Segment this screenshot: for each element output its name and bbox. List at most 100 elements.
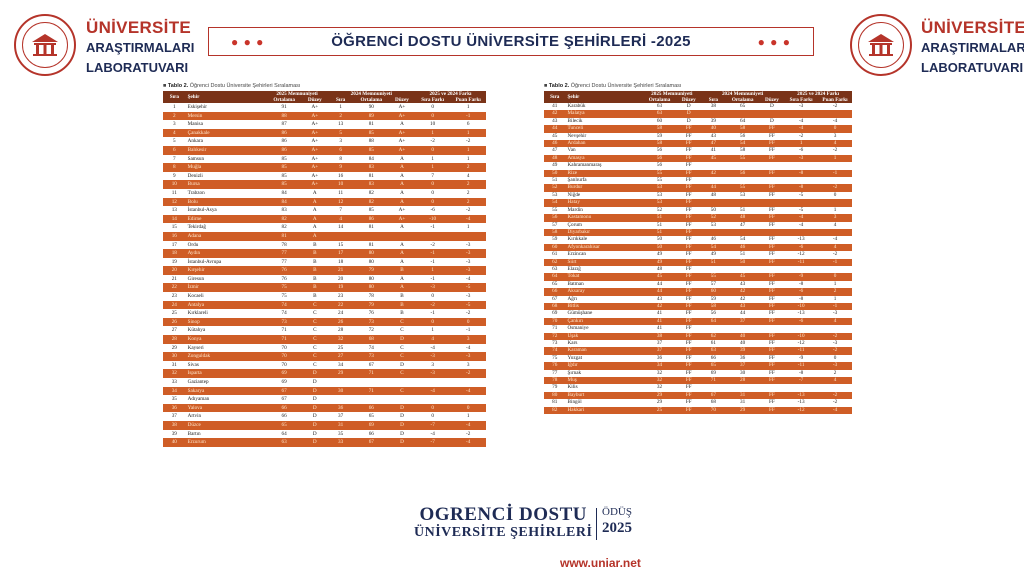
cell-city: Gümüşhane [565,310,643,318]
cell-rank-diff: -8 [784,369,819,378]
cell-level-2025: FF [676,221,702,229]
cell-avg-2025: 81 [266,231,302,241]
cell-avg-2025: 70 [266,343,302,353]
cell-rank-diff [414,395,451,404]
cell-rank-diff: 10 [414,120,451,129]
cell-level-2025: FF [676,206,702,215]
cell-avg-2025: 53 [642,199,677,207]
cell-avg-2024: 84 [353,154,390,164]
cell-rank-diff: 7 [414,171,451,181]
cell-avg-2024: 31 [725,391,760,400]
cell-avg-2025: 63 [642,103,677,111]
table-row: 59 Kırıkkale 50 FF 46 54 FF -13 -4 [544,236,852,244]
table-row: 56 Kastamonu 51 FF 52 48 FF -4 3 [544,214,852,222]
cell-avg-2024: 81 [353,240,390,250]
cell-level-2024: A+ [389,111,415,121]
cell-avg-2024: 54 [725,236,760,244]
cell-level-2024 [389,378,415,387]
cell-avg-2024: 80 [353,257,390,267]
building-icon [858,22,904,68]
cell-city: Ağrı [565,295,643,303]
cell-rank-2024 [701,265,726,274]
cell-avg-2024: 85 [353,128,390,138]
cell-city: Eskişehir [185,103,267,112]
cell-avg-2024: 54 [725,140,760,148]
cell-avg-2024 [725,325,760,333]
cell-avg-2025: 75 [266,283,302,293]
table-row: 63 Elazığ 48 FF [544,265,852,274]
cell-city: Konya [185,335,267,344]
cell-avg-2024: 73 [353,317,390,327]
cell-avg-2025: 70 [266,360,302,370]
cell-rank-diff: 1 [414,163,451,172]
cell-rank-2024: 13 [327,120,354,129]
cell-rank-diff [414,231,451,241]
website-link[interactable]: www.uniar.net [560,556,641,570]
cell-rank-2024: 19 [327,283,354,293]
cell-level-2024 [759,110,785,118]
cell-rank-2024: 32 [327,335,354,344]
cell-city: Mardin [565,206,643,215]
table-row: 51 Şanlıurfa 55 FF [544,177,852,185]
cell-level-2024: FF [759,362,785,370]
cell-rank-diff: -12 [784,340,819,348]
cell-avg-2024: 81 [353,171,390,181]
dots-decoration-right: ● ● ● [757,35,791,49]
cell-rank-diff: -5 [784,191,819,200]
cell-avg-2025: 55 [642,169,677,178]
col-header-avg-2025: Ortalama [266,97,302,103]
cell-rank-diff: -4 [414,429,451,439]
cell-city: Şanlıurfa [565,177,643,185]
cell-rank-2024: 56 [701,310,726,318]
cell-level-2024 [389,231,415,241]
group-header-2024: 2024 Memnuniyeti [327,91,415,97]
cell-avg-2025: 85 [266,171,302,181]
cell-city: Bartın [185,429,267,439]
cell-city: Erzurum [185,438,267,447]
cell-avg-2024: 67 [353,438,390,447]
cell-avg-2025: 66 [266,403,302,413]
col-header-rank: Sıra [163,91,186,103]
footer-divider [596,508,597,540]
table-caption: ■ Tablo 2. Öğrenci Dostu Üniversite Şehi… [163,83,301,89]
cell-rank-diff: 0 [414,292,451,301]
cell-level-2025: FF [676,377,702,385]
cell-avg-2024: 73 [353,352,390,361]
cell-city: Sinop [185,317,267,327]
cell-city: Edirne [185,214,267,224]
cell-rank-2024: 1 [327,103,354,112]
cell-rank-2024: 62 [701,332,726,340]
cell-level-2025: FF [676,184,702,192]
cell-level-2025: FF [676,369,702,378]
table-row: 18 Aydın 77 B 17 80 A -1 -3 [163,249,486,258]
cell-level-2025: FF [676,273,702,281]
cell-rank-2024: 4 [327,214,354,224]
cell-level-2025: B [301,240,328,250]
cell-rank-2024: 57 [701,280,726,289]
cell-avg-2025: 69 [266,378,302,387]
cell-level-2024: FF [759,302,785,311]
cell-rank-diff: -10 [784,302,819,311]
cell-rank-diff: -6 [784,288,819,296]
cell-avg-2024: 83 [353,180,390,189]
cell-rank: 48 [544,154,566,163]
table-caption-text: Öğrenci Dostu Üniversite Şehirleri Sıral… [189,83,301,89]
cell-city: Kars [565,340,643,348]
table-row: 76 Iğdır 34 FF 65 37 FF -11 -3 [544,362,852,370]
cell-avg-2025: 50 [642,236,677,244]
cell-city: Zonguldak [185,352,267,361]
cell-avg-2024: 82 [353,188,390,198]
cell-avg-2024: 65 [353,412,390,421]
cell-level-2025: A [301,197,328,207]
cell-rank: 53 [544,191,566,200]
cell-rank-2024 [701,162,726,170]
cell-rank: 44 [544,125,566,133]
cell-avg-2025: 58 [642,125,677,133]
cell-avg-2025: 73 [266,317,302,327]
cell-rank: 67 [544,295,566,303]
table-row: 36 Yalova 66 D 36 66 D 0 0 [163,403,486,413]
cell-avg-2025: 67 [266,395,302,404]
group-header-diff: 2025 ve 2024 Farkı [414,91,486,97]
cell-rank-diff: -3 [784,154,819,163]
cell-level-2024: A+ [389,103,415,112]
